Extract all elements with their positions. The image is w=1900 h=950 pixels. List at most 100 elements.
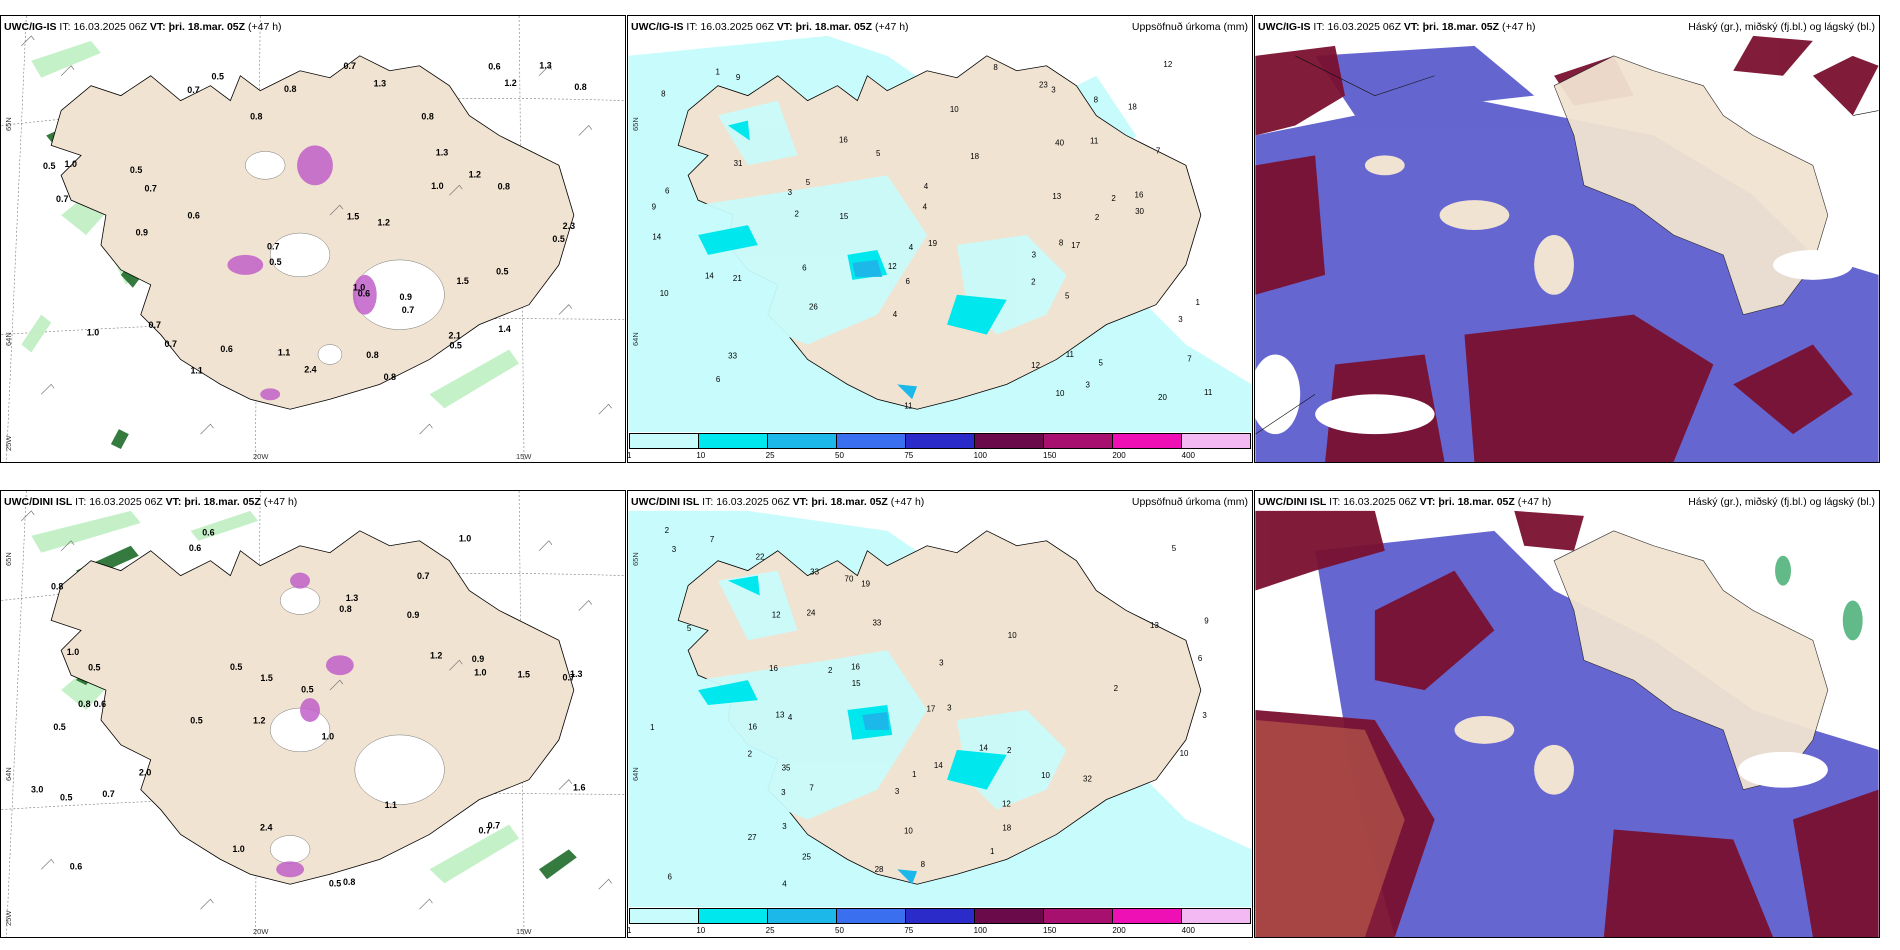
value-label: 2.1 [448, 330, 460, 340]
value-label: 7 [710, 535, 715, 544]
value-label: 0.6 [187, 210, 199, 220]
product-title: Uppsöfnuð úrkoma (mm) [1131, 496, 1248, 508]
value-label: 0.5 [329, 878, 341, 888]
it-label: IT: [1329, 496, 1341, 508]
colorbar-tick-label: 75 [904, 926, 914, 935]
it-value: 16.03.2025 06Z [1327, 21, 1401, 33]
value-label: 8 [1059, 238, 1064, 247]
value-label: 33 [810, 567, 819, 576]
value-label: 0.9 [472, 654, 484, 664]
value-label: 1.0 [67, 647, 79, 657]
value-label: 3.0 [31, 784, 43, 794]
colorbar-bin [630, 434, 699, 448]
value-label: 11 [1066, 350, 1075, 359]
value-label: 13 [1150, 621, 1159, 630]
value-label: 1.4 [498, 324, 510, 334]
value-label: 1.3 [346, 593, 358, 603]
value-label: 0.9 [136, 228, 148, 238]
lead-time: (+47 h) [1517, 496, 1552, 508]
value-label: 1.6 [573, 783, 585, 793]
colorbar-tick-label: 100 [973, 926, 988, 935]
vt-value: þri. 18.mar. 05Z [1438, 496, 1515, 508]
value-label: 0.5 [212, 71, 224, 81]
value-label: 14 [652, 233, 661, 242]
lat-label: 64N [4, 767, 13, 781]
value-label: 2 [828, 666, 833, 675]
value-label: 0.5 [130, 165, 142, 175]
value-label: 4 [923, 203, 928, 212]
value-label: 12 [772, 611, 781, 620]
value-label: 1.5 [347, 211, 359, 221]
value-label: 3 [1086, 381, 1091, 390]
colorbar-bin [1044, 909, 1113, 923]
colorbar-tick-label: 200 [1112, 926, 1126, 935]
model-name: UWC/IG-IS [4, 21, 57, 33]
value-label: 0.6 [220, 344, 232, 354]
value-label: 2 [1114, 684, 1119, 693]
value-label: 10 [950, 105, 959, 114]
value-label: 1.2 [504, 78, 516, 88]
lon-label: 15W [516, 927, 532, 936]
snow-value-labels: 0.80.70.70.5 1.20.80.50.60.50.71.00.50.71… [43, 60, 587, 382]
value-label: 6 [802, 263, 807, 272]
value-label: 10 [1041, 771, 1050, 780]
value-label: 9 [736, 73, 741, 82]
value-label: 0.6 [488, 61, 500, 71]
value-label: 1.3 [539, 60, 551, 70]
vt-label: VT: [165, 496, 182, 508]
value-label: 18 [970, 152, 979, 161]
lat-label: 65N [4, 552, 13, 566]
colorbar-tick-label: 25 [765, 451, 775, 460]
value-label: 2 [748, 750, 753, 759]
map-canvas: 0.80.70.70.5 1.20.80.50.60.50.71.00.50.71… [1, 16, 625, 462]
value-label: 0.6 [70, 862, 82, 872]
value-label: 3 [1178, 315, 1183, 324]
value-label: 17 [1071, 241, 1080, 250]
colorbar-tick-label: 50 [835, 926, 844, 935]
lat-label: 65N [631, 117, 640, 131]
wind-barbs [21, 510, 612, 910]
value-label: 26 [809, 302, 818, 311]
colorbar: 1 10 25 50 75 100 150 200 400 [628, 907, 1252, 937]
value-label: 8 [661, 90, 666, 99]
colorbar-bin [768, 909, 837, 923]
colorbar-bin [1113, 909, 1182, 923]
value-label: 1.3 [374, 79, 386, 89]
snow-magenta [227, 145, 377, 401]
panel-header: UWC/DINI ISL IT: 16.03.2025 06Z VT: þri.… [631, 496, 924, 508]
it-value: 16.03.2025 06Z [700, 21, 774, 33]
value-label: 0.7 [149, 320, 161, 330]
value-label: 1.0 [353, 282, 365, 292]
iceland-land [1553, 530, 1829, 791]
value-label: 5 [876, 149, 881, 158]
lead-time: (+47 h) [247, 21, 282, 33]
vt-value: þri. 18.mar. 05Z [795, 21, 873, 33]
value-label: 1.2 [430, 651, 442, 661]
value-label: 0.8 [284, 84, 296, 94]
map-canvas [1255, 35, 1879, 462]
low-cloud-white [1255, 249, 1853, 435]
value-label: 4 [788, 713, 793, 722]
value-label: 0.5 [60, 792, 72, 802]
lon-label: 20W [253, 452, 269, 461]
panel-ig-precip: UWC/IG-IS IT: 16.03.2025 06Z VT: þri. 18… [627, 15, 1253, 463]
colorbar-tick-label: 10 [696, 926, 706, 935]
model-name: UWC/DINI ISL [1258, 496, 1327, 508]
value-label: 1.5 [260, 673, 272, 683]
it-label: IT: [75, 496, 87, 508]
panel-ig-clouds: UWC/IG-IS IT: 16.03.2025 06Z VT: þri. 18… [1254, 15, 1880, 463]
value-label: 7 [1156, 146, 1161, 155]
value-label: 0.8 [339, 604, 351, 614]
low-cloud-green [1775, 555, 1863, 641]
value-label: 16 [769, 664, 778, 673]
colorbar-tick-label: 1 [627, 451, 632, 460]
value-label: 0.7 [187, 85, 199, 95]
it-label: IT: [1313, 21, 1325, 33]
value-label: 30 [1135, 207, 1144, 216]
wind-barbs [21, 35, 612, 435]
value-label: 12 [1031, 361, 1040, 370]
value-label: 1.0 [65, 159, 77, 169]
product-title: Uppsöfnuð úrkoma (mm) [1131, 21, 1248, 33]
value-label: 3 [1202, 711, 1207, 720]
vt-value: þri. 18.mar. 05Z [184, 496, 261, 508]
